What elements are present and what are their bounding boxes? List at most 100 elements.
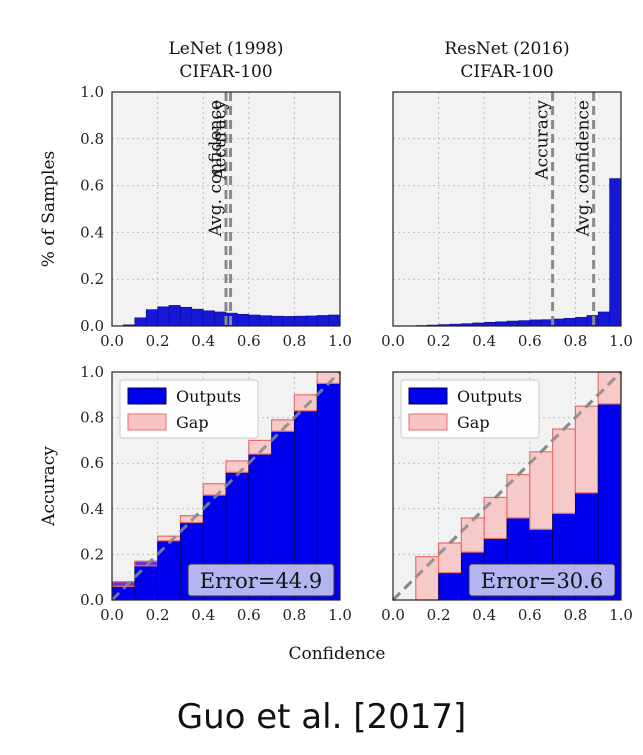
- gap-bar: [438, 542, 463, 574]
- x-tick-label: 1.0: [328, 606, 352, 624]
- x-tick-label: 0.6: [518, 332, 542, 350]
- y-tick-label: 0.4: [80, 500, 104, 518]
- avg-confidence-line-label: Avg. confidence: [206, 100, 226, 237]
- legend: Outputs Gap: [119, 379, 259, 439]
- histogram-bar: [506, 320, 519, 327]
- y-tick-label: 0.8: [80, 409, 104, 427]
- gap-bar: [415, 556, 440, 601]
- gap-bar: [460, 517, 485, 553]
- y-tick-label: 0.4: [80, 223, 104, 241]
- y-tick-label: 0.8: [80, 130, 104, 148]
- error-box: [187, 563, 335, 597]
- histogram-bar: [214, 311, 227, 327]
- histogram-bar: [237, 313, 250, 327]
- accuracy-line-label: Accuracy: [211, 100, 231, 181]
- histogram-bar: [316, 315, 329, 327]
- x-tick-label: 0.6: [237, 606, 261, 624]
- output-bar: [134, 560, 159, 601]
- x-tick-label: 1.0: [609, 332, 633, 350]
- error-box: [468, 563, 616, 597]
- x-tick-label: 0.2: [146, 606, 170, 624]
- histogram-bar: [529, 319, 542, 327]
- histogram-bar: [202, 310, 215, 327]
- x-tick-label: 0.0: [100, 606, 124, 624]
- gap-bar: [157, 535, 182, 542]
- y-tick-label: 0.2: [80, 545, 104, 563]
- legend-swatch-gap: [408, 413, 448, 431]
- gap-bar: [597, 371, 622, 405]
- panel-title-line: LeNet (1998): [168, 39, 283, 59]
- x-tick-label: 0.2: [146, 332, 170, 350]
- gap-bar: [111, 581, 136, 587]
- avg-confidence-line-label: Avg. confidence: [574, 100, 594, 237]
- x-tick-label: 0.8: [563, 332, 587, 350]
- legend-swatch-outputs: [408, 387, 448, 405]
- legend-label-gap: Gap: [457, 413, 490, 432]
- gap-bar: [225, 460, 250, 473]
- histogram-bar: [134, 317, 147, 327]
- histogram-bar: [518, 320, 531, 327]
- legend-swatch-gap: [127, 413, 167, 431]
- lenet-reliability-panel: Outputs Gap Error=44.9 0.0 0.2 0.4 0.6 0.8 1.0 0.…: [39, 363, 352, 624]
- histogram-bar: [495, 321, 508, 327]
- legend-swatch-outputs: [127, 387, 167, 405]
- x-tick-label: 0.4: [191, 332, 215, 350]
- x-tick-label: 1.0: [328, 332, 352, 350]
- panel-title-line: CIFAR-100: [460, 62, 553, 82]
- x-tick-label: 0.8: [563, 606, 587, 624]
- histogram-bar: [259, 315, 272, 327]
- histogram-bar: [282, 316, 295, 327]
- histogram-bar: [168, 305, 181, 327]
- perfect-calibration-line-overlay: [110, 370, 342, 602]
- histogram-bar: [157, 306, 170, 327]
- resnet-hist-panel: Accuracy Avg. confidence 0.0 0.2 0.4 0.6 0.8 1.…: [381, 39, 633, 350]
- error-annotation: Error=30.6: [481, 569, 603, 593]
- y-tick-label: 0.0: [80, 317, 104, 335]
- legend-label-outputs: Outputs: [176, 387, 241, 406]
- histogram-bar: [145, 309, 158, 327]
- error-annotation: Error=44.9: [200, 569, 322, 593]
- histogram-bar: [552, 318, 565, 327]
- x-tick-label: 0.6: [518, 606, 542, 624]
- accuracy-line-label: Accuracy: [533, 100, 553, 181]
- x-tick-label: 0.6: [237, 332, 261, 350]
- panel-title-line: ResNet (2016): [444, 39, 569, 59]
- x-tick-label: 0.8: [282, 332, 306, 350]
- gap-bar: [202, 483, 227, 496]
- gap-bar: [574, 405, 599, 494]
- gap-bar: [551, 428, 576, 514]
- y-tick-label: 0.6: [80, 177, 104, 195]
- x-tick-label: 0.0: [381, 606, 405, 624]
- x-tick-label: 0.4: [472, 606, 496, 624]
- legend-label-gap: Gap: [176, 413, 209, 432]
- histogram-bar: [597, 311, 610, 327]
- histogram-bar: [191, 308, 204, 327]
- y-axis-label: Accuracy: [39, 446, 59, 527]
- x-tick-label: 0.4: [191, 606, 215, 624]
- plot-background: [393, 92, 621, 326]
- x-axis-label: Confidence: [288, 644, 385, 664]
- histogram-bar: [328, 314, 341, 327]
- x-tick-label: 0.4: [472, 332, 496, 350]
- output-bar: [438, 572, 462, 601]
- histogram-bar: [563, 317, 576, 327]
- histogram-bar: [271, 315, 284, 327]
- x-tick-label: 1.0: [609, 606, 633, 624]
- y-tick-label: 0.2: [80, 270, 104, 288]
- citation: Guo et al. [2017]: [176, 697, 467, 737]
- plot-frame: [392, 371, 622, 601]
- y-tick-label: 1.0: [80, 83, 104, 101]
- x-tick-label: 0.0: [381, 332, 405, 350]
- y-axis-label: % of Samples: [39, 151, 59, 268]
- resnet-reliability-panel: Outputs Gap Error=30.6 0.0 0.2 0.4 0.6 0.8 1.0: [381, 370, 633, 624]
- histogram-bar: [294, 315, 307, 327]
- y-tick-label: 0.0: [80, 591, 104, 609]
- plot-frame: [111, 371, 341, 601]
- histogram-bar: [575, 317, 588, 327]
- histogram-bar: [540, 319, 553, 327]
- x-tick-label: 0.2: [427, 332, 451, 350]
- perfect-calibration-line-overlay: [391, 370, 623, 602]
- x-tick-label: 0.2: [427, 606, 451, 624]
